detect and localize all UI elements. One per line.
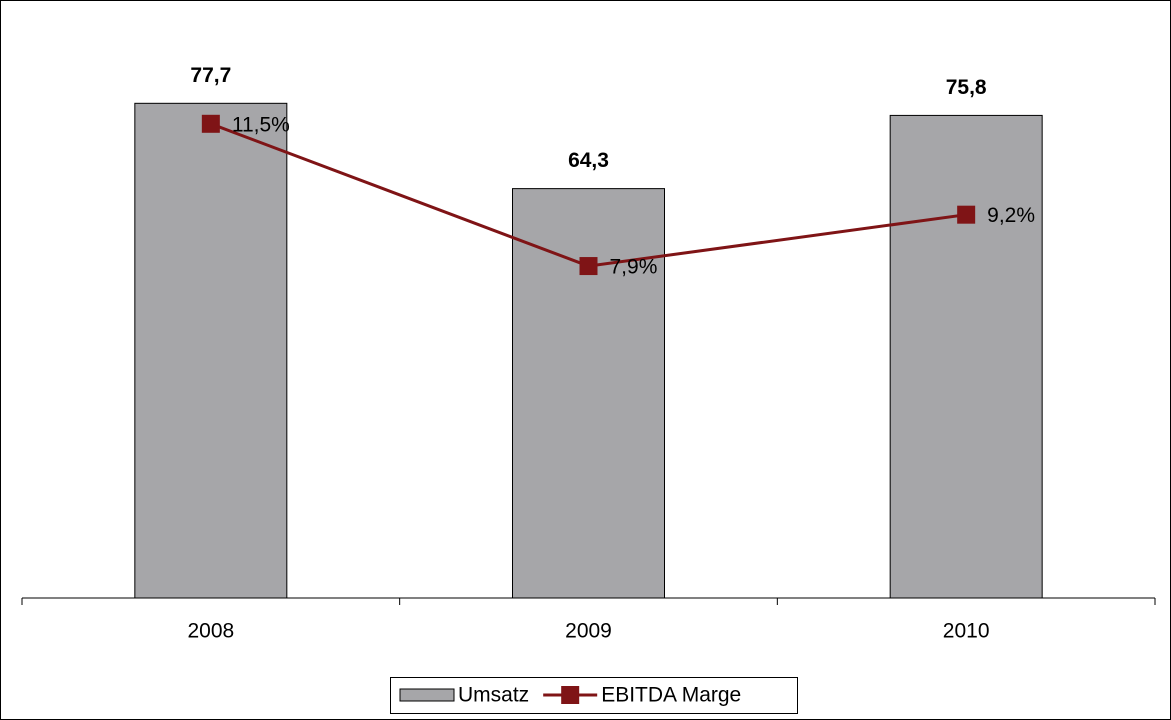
line-marker: [579, 257, 598, 276]
line-value-label: 11,5%: [232, 113, 290, 136]
bar-value-label: 77,7: [190, 64, 231, 87]
bar-value-label: 64,3: [568, 149, 609, 172]
legend-swatch: [399, 688, 455, 702]
line-value-label: 9,2%: [987, 204, 1035, 227]
bar-value-label: 75,8: [946, 76, 987, 99]
legend-swatch: [561, 686, 580, 704]
line-value-label: 7,9%: [610, 256, 658, 279]
line-marker: [957, 205, 976, 224]
legend-label: EBITDA Marge: [601, 684, 741, 707]
bar: [889, 114, 1043, 599]
legend-label: Umsatz: [458, 684, 529, 707]
x-tick-label: 2008: [187, 620, 234, 643]
line-marker: [201, 114, 220, 133]
x-tick-label: 2010: [943, 620, 990, 643]
bar: [134, 102, 288, 599]
x-tick-label: 2009: [565, 620, 612, 643]
bar: [512, 188, 665, 599]
